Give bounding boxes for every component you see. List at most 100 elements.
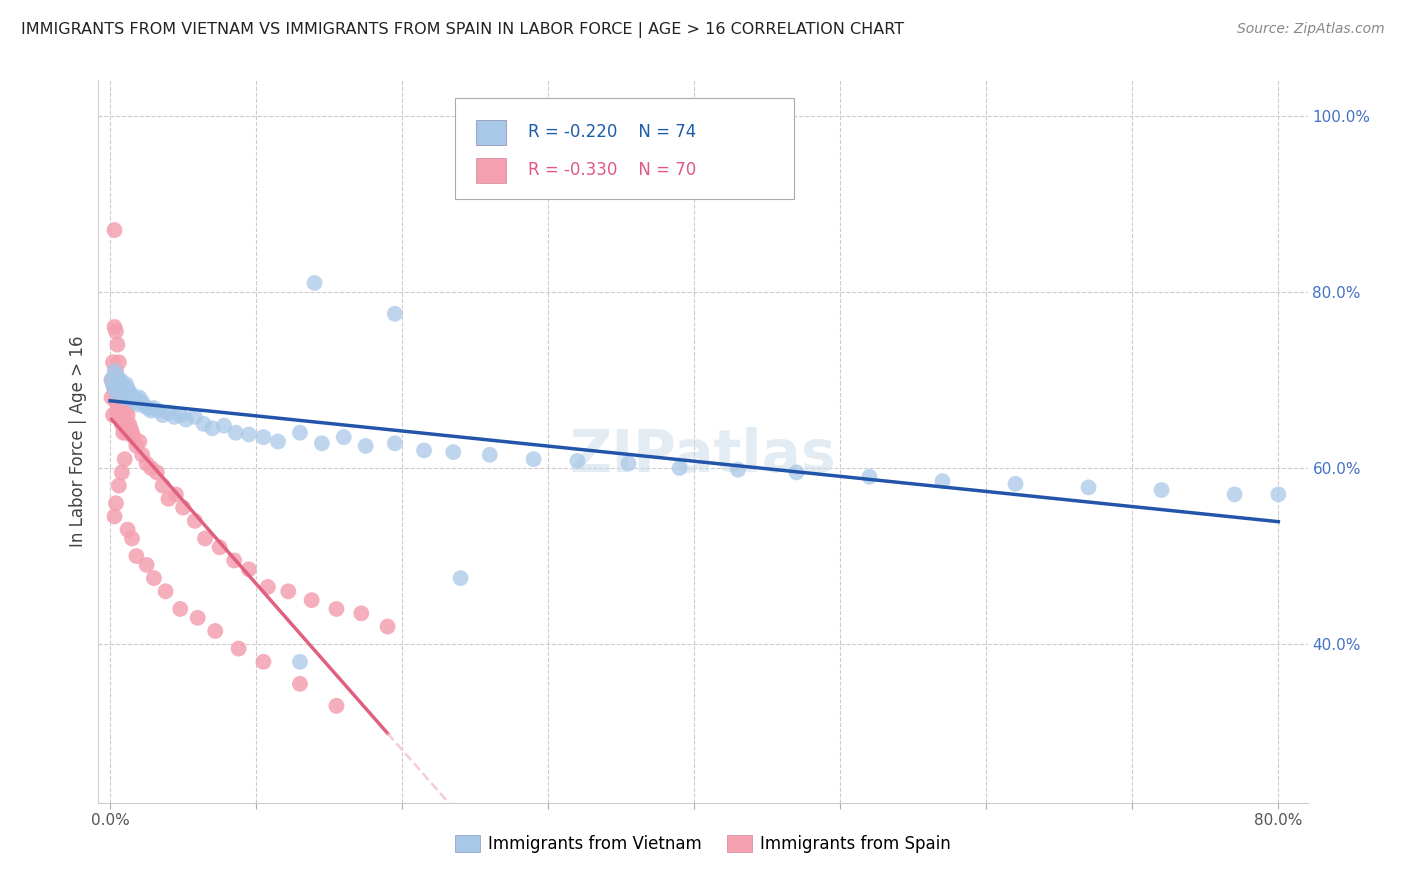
Point bbox=[193, 417, 215, 431]
Point bbox=[108, 377, 131, 392]
Point bbox=[384, 436, 406, 450]
Point bbox=[142, 401, 165, 415]
Point bbox=[169, 602, 191, 616]
Point bbox=[110, 382, 132, 396]
Point bbox=[117, 523, 139, 537]
Point bbox=[111, 417, 134, 431]
Y-axis label: In Labor Force | Age > 16: In Labor Force | Age > 16 bbox=[69, 335, 87, 548]
Point bbox=[114, 386, 136, 401]
Point bbox=[118, 417, 141, 431]
Point bbox=[172, 500, 194, 515]
Point bbox=[858, 470, 880, 484]
Point bbox=[256, 580, 278, 594]
Point bbox=[107, 337, 129, 351]
Point bbox=[252, 430, 274, 444]
Point bbox=[354, 439, 377, 453]
Point bbox=[1267, 487, 1289, 501]
Point bbox=[152, 478, 174, 492]
Legend: Immigrants from Vietnam, Immigrants from Spain: Immigrants from Vietnam, Immigrants from… bbox=[449, 828, 957, 860]
Text: R = -0.220    N = 74: R = -0.220 N = 74 bbox=[527, 123, 696, 141]
Point bbox=[523, 452, 546, 467]
Point bbox=[110, 408, 132, 422]
Point bbox=[187, 611, 209, 625]
Point bbox=[785, 466, 807, 480]
Point bbox=[174, 412, 197, 426]
Point bbox=[301, 593, 323, 607]
Point bbox=[108, 355, 131, 369]
Point bbox=[108, 478, 131, 492]
Point bbox=[103, 364, 125, 378]
Point bbox=[165, 487, 187, 501]
Point bbox=[117, 391, 139, 405]
FancyBboxPatch shape bbox=[456, 98, 793, 200]
Point bbox=[152, 408, 174, 422]
Point bbox=[122, 391, 145, 405]
Point bbox=[142, 571, 165, 585]
Point bbox=[101, 377, 124, 392]
Point bbox=[252, 655, 274, 669]
Point bbox=[288, 677, 311, 691]
Point bbox=[107, 373, 129, 387]
Point bbox=[169, 408, 191, 422]
Point bbox=[441, 445, 464, 459]
Point bbox=[157, 491, 180, 506]
Point bbox=[931, 474, 953, 488]
Point bbox=[118, 386, 141, 401]
Point bbox=[112, 377, 135, 392]
Point bbox=[127, 398, 149, 412]
Point bbox=[111, 466, 134, 480]
Point bbox=[117, 408, 139, 422]
Point bbox=[194, 532, 217, 546]
Text: Source: ZipAtlas.com: Source: ZipAtlas.com bbox=[1237, 22, 1385, 37]
Point bbox=[100, 373, 122, 387]
Point bbox=[224, 553, 246, 567]
Point bbox=[104, 325, 127, 339]
Text: ZIPatlas: ZIPatlas bbox=[569, 427, 837, 484]
Point bbox=[111, 377, 134, 392]
Point bbox=[204, 624, 226, 638]
Point bbox=[112, 391, 135, 405]
Point bbox=[114, 412, 136, 426]
Point bbox=[121, 391, 143, 405]
Point bbox=[103, 382, 125, 396]
Point bbox=[384, 307, 406, 321]
Point bbox=[121, 425, 143, 440]
Point bbox=[1150, 483, 1173, 497]
Point bbox=[267, 434, 290, 449]
Point bbox=[131, 395, 153, 409]
Point bbox=[139, 403, 162, 417]
Point bbox=[1004, 476, 1026, 491]
Point bbox=[108, 373, 131, 387]
Point bbox=[114, 382, 136, 396]
Point bbox=[135, 558, 157, 572]
Point bbox=[128, 434, 150, 449]
Point bbox=[184, 409, 207, 424]
Point bbox=[104, 368, 127, 383]
Point bbox=[134, 399, 156, 413]
Point bbox=[413, 443, 436, 458]
Point bbox=[125, 439, 148, 453]
Point bbox=[157, 405, 180, 419]
Point bbox=[325, 602, 347, 616]
Point bbox=[108, 391, 131, 405]
Point bbox=[122, 430, 145, 444]
Point bbox=[727, 463, 749, 477]
Point bbox=[104, 395, 127, 409]
Text: IMMIGRANTS FROM VIETNAM VS IMMIGRANTS FROM SPAIN IN LABOR FORCE | AGE > 16 CORRE: IMMIGRANTS FROM VIETNAM VS IMMIGRANTS FR… bbox=[21, 22, 904, 38]
Text: R = -0.330    N = 70: R = -0.330 N = 70 bbox=[527, 161, 696, 179]
Point bbox=[107, 403, 129, 417]
Point bbox=[139, 461, 162, 475]
Point bbox=[101, 355, 124, 369]
Point bbox=[115, 386, 138, 401]
Point bbox=[1223, 487, 1246, 501]
Point bbox=[101, 408, 124, 422]
Point bbox=[332, 430, 354, 444]
Point bbox=[146, 466, 169, 480]
Point bbox=[668, 461, 690, 475]
Point bbox=[114, 395, 136, 409]
Point bbox=[100, 391, 122, 405]
Point bbox=[155, 584, 177, 599]
Point bbox=[350, 607, 373, 621]
Point bbox=[104, 496, 127, 510]
Point bbox=[110, 373, 132, 387]
